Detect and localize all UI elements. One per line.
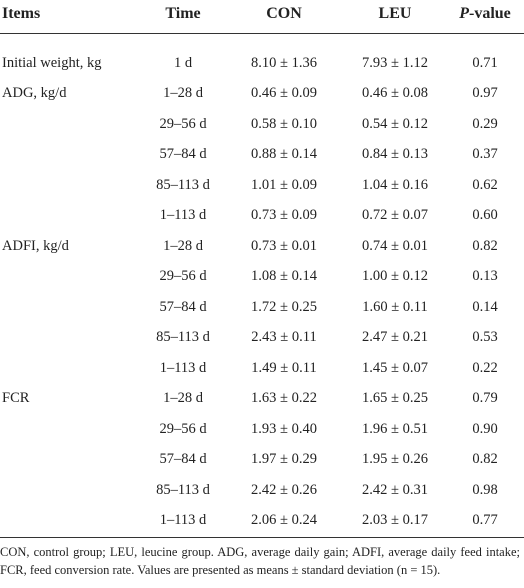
cell: 1.04 ± 0.16 — [362, 176, 428, 193]
cell: 1–113 d — [159, 359, 207, 376]
cell: 2.42 ± 0.31 — [362, 481, 428, 498]
cell: 8.10 ± 1.36 — [251, 55, 317, 71]
cell: 2.43 ± 0.11 — [251, 329, 317, 346]
cell: 1 d — [173, 55, 193, 71]
cell: 0.13 — [472, 268, 498, 285]
cell: 0.72 ± 0.07 — [362, 207, 428, 224]
cell: 0.29 — [472, 115, 498, 132]
cell: 57–84 d — [159, 451, 207, 468]
column-header-italic: P — [459, 5, 469, 22]
cell: 0.74 ± 0.01 — [362, 237, 428, 254]
cell: 0.77 — [472, 512, 498, 529]
cell: 1.01 ± 0.09 — [251, 176, 317, 193]
cell: 0.54 ± 0.12 — [362, 115, 428, 132]
cell: 2.03 ± 0.17 — [362, 512, 428, 529]
column-header: Time — [165, 5, 201, 22]
bottom-rule — [0, 537, 524, 538]
cell: 1.95 ± 0.26 — [362, 451, 428, 468]
cell: 57–84 d — [159, 298, 207, 315]
cell: 0.73 ± 0.09 — [251, 207, 317, 224]
cell: 0.97 — [472, 85, 498, 102]
row-label: ADFI, kg/d — [2, 237, 69, 254]
cell: 29–56 d — [159, 115, 207, 132]
cell: 1.72 ± 0.25 — [251, 298, 317, 315]
cell: 0.58 ± 0.10 — [251, 115, 317, 132]
cell: 0.14 — [472, 298, 498, 315]
cell: 57–84 d — [159, 146, 207, 163]
cell: 1.45 ± 0.07 — [362, 359, 428, 376]
cell: 0.73 ± 0.01 — [251, 237, 317, 254]
footnote: CON, control group; LEU, leucine group. … — [0, 545, 520, 577]
cell: 0.37 — [472, 146, 498, 163]
cell: 1–28 d — [163, 85, 203, 102]
cell: 0.22 — [472, 359, 498, 376]
cell: 85–113 d — [156, 176, 210, 193]
cell: 1–28 d — [163, 390, 203, 407]
cell: 1–113 d — [159, 207, 207, 224]
cell: 0.88 ± 0.14 — [251, 146, 317, 163]
column-header: P-value — [459, 4, 511, 24]
row-label: ADG, kg/d — [2, 85, 67, 102]
cell: 2.42 ± 0.26 — [251, 481, 317, 498]
cell: 1.97 ± 0.29 — [251, 451, 317, 468]
cell: 1.49 ± 0.11 — [251, 359, 317, 376]
cell: 1.00 ± 0.12 — [362, 268, 428, 285]
column-header: LEU — [378, 5, 412, 22]
cell: 0.71 — [472, 55, 498, 71]
cell: 1–28 d — [163, 237, 203, 254]
row-label: Initial weight, kg — [2, 55, 102, 71]
cell: 0.82 — [472, 451, 498, 468]
header-rule — [0, 33, 524, 34]
cell: 7.93 ± 1.12 — [362, 55, 428, 71]
cell: 0.82 — [472, 237, 498, 254]
cell: 0.98 — [472, 481, 498, 498]
column-header: CON — [266, 5, 302, 22]
cell: 85–113 d — [156, 481, 210, 498]
cell: 1.65 ± 0.25 — [362, 390, 428, 407]
cell: 1.63 ± 0.22 — [251, 390, 317, 407]
cell: 85–113 d — [156, 329, 210, 346]
cell: 1.60 ± 0.11 — [362, 298, 428, 315]
cell: 0.53 — [472, 329, 498, 346]
cell: 29–56 d — [159, 268, 207, 285]
cell: 1–113 d — [159, 512, 207, 529]
cell: 0.84 ± 0.13 — [362, 146, 428, 163]
cell: 1.08 ± 0.14 — [251, 268, 317, 285]
cell: 0.79 — [472, 390, 498, 407]
column-header: Items — [2, 5, 41, 22]
row-label: FCR — [2, 390, 30, 407]
cell: 2.47 ± 0.21 — [362, 329, 428, 346]
cell: 1.93 ± 0.40 — [251, 420, 317, 437]
cell: 2.06 ± 0.24 — [251, 512, 317, 529]
cell: 0.46 ± 0.08 — [362, 85, 428, 102]
cell: 29–56 d — [159, 420, 207, 437]
cell: 0.60 — [472, 207, 498, 224]
cell: 0.62 — [472, 176, 498, 193]
column-header-rest: -value — [469, 5, 511, 22]
cell: 0.90 — [472, 420, 498, 437]
cell: 1.96 ± 0.51 — [362, 420, 428, 437]
cell: 0.46 ± 0.09 — [251, 85, 317, 102]
